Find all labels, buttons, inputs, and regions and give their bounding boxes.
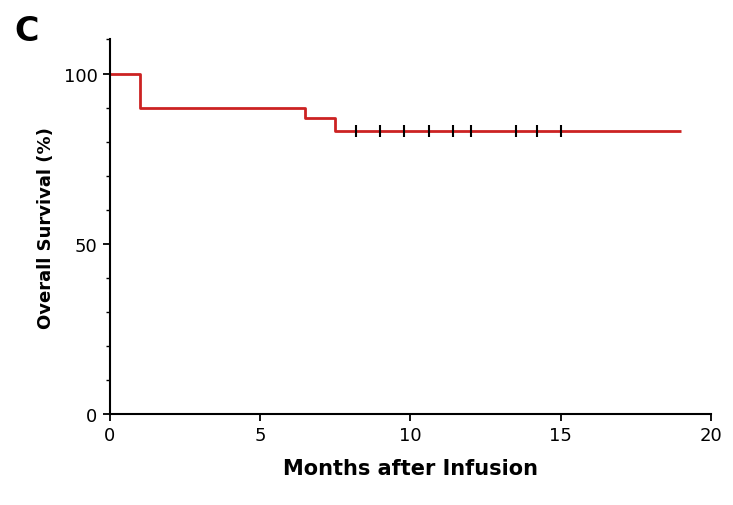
X-axis label: Months after Infusion: Months after Infusion <box>283 459 538 478</box>
Y-axis label: Overall Survival (%): Overall Survival (%) <box>37 127 55 328</box>
Text: C: C <box>15 15 39 48</box>
